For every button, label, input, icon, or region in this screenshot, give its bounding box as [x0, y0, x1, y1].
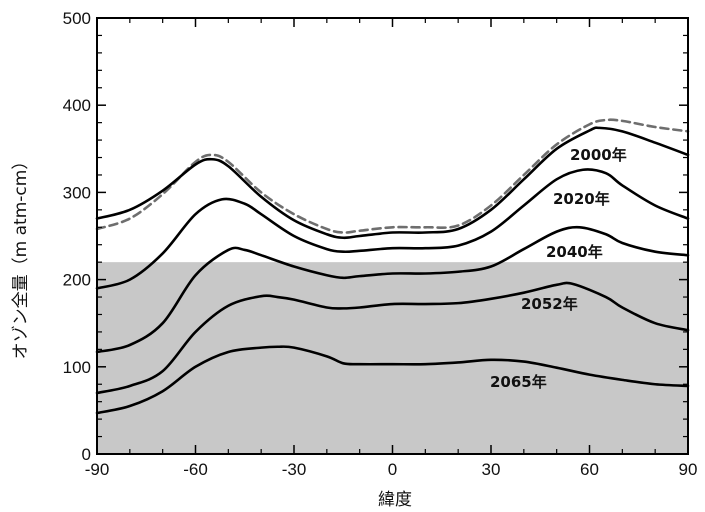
- series-line-4: [95, 281, 690, 395]
- series-label-4: 2052年: [521, 295, 578, 313]
- y-tick-label: 100: [63, 358, 91, 377]
- x-tick-label: 90: [679, 460, 698, 479]
- y-axis-title: オゾン全量（m atm-cm）: [11, 153, 31, 360]
- series-lines: [95, 118, 690, 415]
- y-tick-label: 400: [63, 96, 91, 115]
- series-line-2: [95, 168, 690, 290]
- x-tick-label: 0: [388, 460, 397, 479]
- series-line-1: [95, 126, 690, 240]
- series-label-5: 2065年: [490, 373, 547, 391]
- x-tick-label: -60: [183, 460, 208, 479]
- series-labels: 2000年 2020年 2040年 2052年 2065年: [490, 146, 627, 391]
- y-tick-label: 300: [63, 183, 91, 202]
- shaded-region: [97, 262, 688, 454]
- series-line-dashed: [95, 118, 690, 234]
- series-label-1: 2000年: [570, 146, 627, 164]
- y-tick-label: 200: [63, 271, 91, 290]
- series-label-2: 2020年: [553, 190, 610, 208]
- x-tick-label: 30: [482, 460, 501, 479]
- x-axis-title: 緯度: [378, 490, 412, 510]
- x-tick-label: 60: [580, 460, 599, 479]
- x-tick-label: -30: [282, 460, 307, 479]
- series-line-3: [95, 225, 690, 354]
- x-tick-label: -90: [85, 460, 110, 479]
- y-tick-label: 0: [82, 445, 91, 464]
- y-tick-label: 500: [63, 9, 91, 28]
- series-label-3: 2040年: [546, 243, 603, 261]
- series-line-5: [95, 345, 690, 415]
- axis-ticks: -90 -60 -30 0 30 60 90 0 100 200 300 400 500: [63, 9, 698, 479]
